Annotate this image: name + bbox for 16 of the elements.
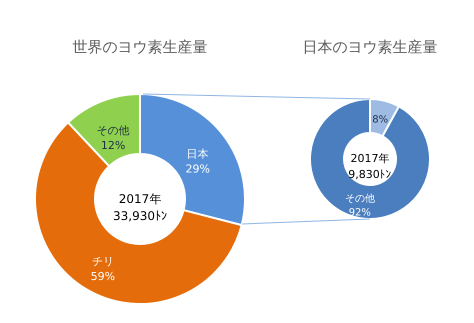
chart-title: 日本のヨウ素生産量	[302, 38, 438, 56]
text: 2017年	[118, 192, 162, 206]
slice-label: その他	[96, 124, 130, 138]
chart-title: 世界のヨウ素生産量	[72, 38, 208, 56]
text: 9,830ﾄﾝ	[348, 168, 392, 181]
slice-label: チリ	[92, 254, 114, 268]
text: 2017年	[350, 152, 390, 165]
text: 33,930ﾄﾝ	[113, 209, 167, 223]
data-label: 12%	[100, 139, 126, 152]
data-label: 92%	[348, 208, 371, 219]
slice-label: その他	[344, 192, 375, 205]
slice-label: 日本	[186, 147, 209, 160]
donut-slice	[309, 98, 431, 220]
data-label: 59%	[90, 270, 116, 283]
data-label: 29%	[185, 162, 210, 176]
data-label: 8%	[372, 114, 388, 126]
